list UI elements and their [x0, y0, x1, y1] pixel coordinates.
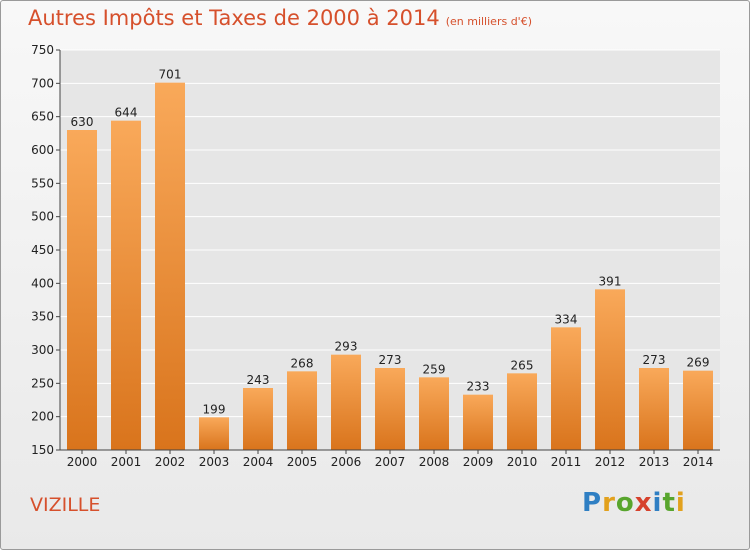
data-label-2010: 265: [511, 358, 534, 372]
data-label-2008: 259: [423, 362, 446, 376]
data-label-2001: 644: [115, 106, 138, 120]
data-label-2011: 334: [555, 312, 578, 326]
y-tick-label: 650: [31, 110, 54, 124]
y-tick-label: 150: [31, 443, 54, 457]
commune-name: VIZILLE: [30, 494, 101, 516]
chart-title-text: Autres Impôts et Taxes de 2000 à 2014: [28, 6, 440, 30]
bar-2007: [375, 368, 405, 450]
data-label-2006: 293: [335, 340, 358, 354]
x-tick-label-2003: 2003: [199, 455, 230, 469]
bar-2014: [683, 370, 713, 450]
y-tick-label: 300: [31, 343, 54, 357]
bar-2011: [551, 327, 581, 450]
y-tick-label: 750: [31, 43, 54, 57]
data-label-2007: 273: [379, 353, 402, 367]
bar-2005: [287, 371, 317, 450]
y-tick-label: 200: [31, 410, 54, 424]
bar-2002: [155, 82, 185, 451]
data-label-2013: 273: [643, 353, 666, 367]
bar-2000: [67, 130, 97, 450]
x-tick-label-2011: 2011: [551, 455, 582, 469]
y-tick-label: 550: [31, 176, 54, 190]
data-label-2009: 233: [467, 380, 490, 394]
data-label-2002: 701: [159, 68, 182, 82]
data-label-2003: 199: [203, 402, 226, 416]
x-tick-label-2009: 2009: [463, 455, 494, 469]
y-tick-label: 400: [31, 276, 54, 290]
bar-2012: [595, 289, 625, 450]
bar-2001: [111, 120, 141, 451]
x-tick-label-2004: 2004: [243, 455, 274, 469]
x-tick-label-2007: 2007: [375, 455, 406, 469]
bar-2004: [243, 388, 273, 450]
bar-2006: [331, 354, 361, 450]
proxiti-logo: Proxiti: [582, 488, 686, 518]
chart-unit: (en milliers d'€): [445, 15, 532, 28]
y-tick-label: 350: [31, 310, 54, 324]
x-tick-label-2001: 2001: [111, 455, 142, 469]
y-tick-label: 600: [31, 143, 54, 157]
y-tick-label: 500: [31, 210, 54, 224]
data-label-2000: 630: [71, 115, 94, 129]
x-tick-label-2008: 2008: [419, 455, 450, 469]
axes: [56, 49, 720, 454]
bar-2003: [199, 417, 229, 450]
x-tick-label-2012: 2012: [595, 455, 626, 469]
x-tick-label-2005: 2005: [287, 455, 318, 469]
bars: [67, 82, 713, 451]
x-tick-label-2010: 2010: [507, 455, 538, 469]
bar-2009: [463, 394, 493, 450]
x-tick-label-2013: 2013: [639, 455, 670, 469]
x-tick-label-2006: 2006: [331, 455, 362, 469]
y-tick-label: 700: [31, 76, 54, 90]
data-label-2012: 391: [599, 274, 622, 288]
x-tick-label-2014: 2014: [683, 455, 714, 469]
x-tick-label-2002: 2002: [155, 455, 186, 469]
x-tick-label-2000: 2000: [67, 455, 98, 469]
y-tick-label: 450: [31, 243, 54, 257]
bar-2013: [639, 368, 669, 450]
labels: 150 200 250 300 350 400 450 500 550 600 650 700 750 6…: [31, 43, 713, 469]
bar-2008: [419, 377, 449, 450]
data-label-2004: 243: [247, 373, 270, 387]
chart-title: Autres Impôts et Taxes de 2000 à 2014 (en…: [28, 6, 532, 30]
data-label-2005: 268: [291, 356, 314, 370]
y-tick-label: 250: [31, 376, 54, 390]
data-label-2014: 269: [687, 356, 710, 370]
bar-2010: [507, 373, 537, 450]
